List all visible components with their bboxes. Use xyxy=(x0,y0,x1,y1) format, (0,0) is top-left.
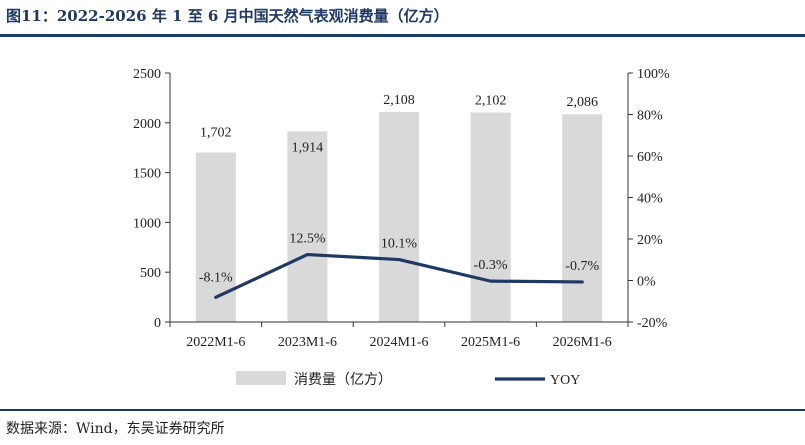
yoy-value-label: -0.7% xyxy=(565,259,599,274)
tick-label-left: 2000 xyxy=(133,117,161,132)
bar-value-label: 2,102 xyxy=(475,94,507,109)
bar xyxy=(470,112,511,322)
tick-label-left: 0 xyxy=(154,316,161,331)
yoy-value-label: -0.3% xyxy=(474,258,508,273)
category-label: 2022M1-6 xyxy=(186,335,245,350)
tick-label-left: 1500 xyxy=(133,167,161,182)
tick-label-right: 40% xyxy=(637,192,663,207)
bottom-rule xyxy=(0,409,805,411)
bar xyxy=(195,152,236,322)
chart: 0 500 1000 1500 2000 2500 -20% 0% 20% 40% 60% 80% 10… xyxy=(133,67,670,388)
tick-label-right: 0% xyxy=(637,275,656,290)
yoy-value-label: -8.1% xyxy=(199,270,233,285)
tick-label-right: -20% xyxy=(637,316,668,331)
top-rule xyxy=(0,34,805,37)
source-note: 数据来源：Wind，东吴证券研究所 xyxy=(6,421,225,437)
category-label: 2024M1-6 xyxy=(369,335,428,350)
yoy-line xyxy=(214,252,584,299)
bar xyxy=(562,114,603,322)
yoy-value-label: 10.1% xyxy=(381,237,418,252)
bar-value-label: 1,914 xyxy=(292,140,324,155)
chart-title: 图11：2022-2026 年 1 至 6 月中国天然气表观消费量（亿方） xyxy=(6,7,449,25)
bar-value-label: 2,086 xyxy=(566,95,598,110)
yoy-value-label: 12.5% xyxy=(289,232,326,247)
category-label: 2023M1-6 xyxy=(278,335,337,350)
bar xyxy=(287,131,328,322)
tick-label-left: 2500 xyxy=(133,67,161,82)
tick-label-left: 1000 xyxy=(133,216,161,231)
tick-label-left: 500 xyxy=(140,266,161,281)
bar-value-label: 2,108 xyxy=(383,93,415,108)
bar xyxy=(379,112,419,322)
legend-label-line: YOY xyxy=(550,373,580,388)
legend-label-bar: 消费量（亿方） xyxy=(294,372,392,388)
category-label: 2025M1-6 xyxy=(461,335,520,350)
category-label: 2026M1-6 xyxy=(553,335,612,350)
bar-value-label: 1,702 xyxy=(200,125,232,140)
tick-label-right: 100% xyxy=(637,67,670,82)
tick-label-right: 20% xyxy=(637,233,663,248)
tick-label-right: 60% xyxy=(637,150,663,165)
tick-label-right: 80% xyxy=(637,109,663,124)
legend-swatch-bar xyxy=(236,371,286,385)
